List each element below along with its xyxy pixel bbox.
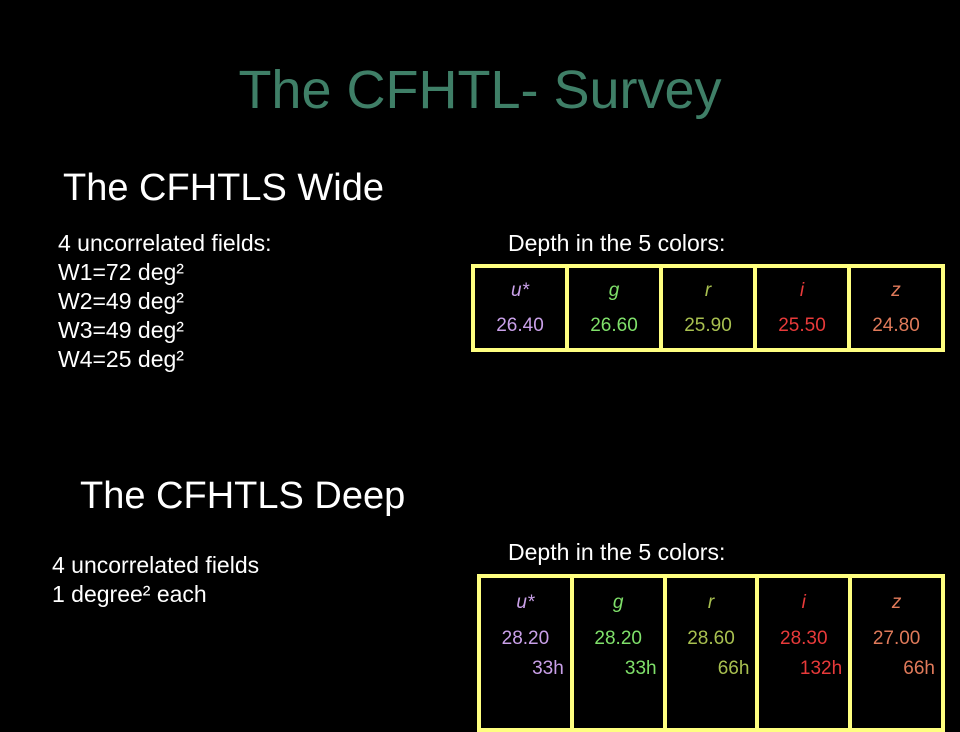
deep-depth-table: u* 28.20 33h g 28.20 33h r 28.60 66h i 2…: [477, 574, 945, 732]
band-depth: 26.60: [590, 315, 638, 336]
band-label: r: [704, 280, 712, 301]
band-depth: 28.20: [594, 628, 642, 649]
wide-band-z: z 24.80: [847, 264, 945, 352]
band-exposure-time: 33h: [624, 658, 657, 679]
band-label: z: [891, 280, 901, 301]
wide-band-g: g 26.60: [565, 264, 663, 352]
band-label: u*: [511, 280, 529, 301]
band-exposure-time: 132h: [799, 658, 843, 679]
deep-band-z: z 27.00 66h: [848, 574, 945, 732]
deep-fields-line1: 4 uncorrelated fields: [52, 552, 260, 578]
wide-fields-block: 4 uncorrelated fields: W1=72 deg² W2=49 …: [58, 229, 272, 374]
deep-fields-block: 4 uncorrelated fields 1 degree² each: [52, 551, 259, 609]
band-depth: 28.20: [501, 628, 550, 649]
wide-heading: The CFHTLS Wide: [63, 167, 384, 209]
wide-depth-table: u* 26.40 g 26.60 r 25.90 i 25.50 z 24.80: [471, 264, 945, 352]
deep-band-u: u* 28.20 33h: [477, 574, 574, 732]
wide-field-w1: W1=72 deg²: [58, 259, 184, 285]
deep-band-r: r 28.60 66h: [662, 574, 760, 732]
wide-band-i: i 25.50: [753, 264, 851, 352]
wide-fields-label: 4 uncorrelated fields:: [58, 230, 272, 256]
deep-band-i: i 28.30 132h: [755, 574, 853, 732]
band-label: i: [799, 280, 805, 301]
band-depth: 25.90: [684, 315, 732, 336]
band-label: g: [608, 280, 620, 301]
band-depth: 27.00: [872, 628, 921, 649]
band-exposure-time: 33h: [532, 658, 564, 679]
deep-heading: The CFHTLS Deep: [80, 475, 406, 517]
band-exposure-time: 66h: [717, 658, 750, 679]
band-label: r: [707, 592, 715, 613]
wide-depth-label: Depth in the 5 colors:: [508, 230, 726, 256]
deep-depth-label: Depth in the 5 colors:: [508, 539, 726, 565]
wide-band-r: r 25.90: [659, 264, 757, 352]
band-label: g: [612, 592, 624, 613]
band-depth: 24.80: [872, 315, 920, 336]
deep-depth-row: u* 28.20 33h g 28.20 33h r 28.60 66h i 2…: [477, 574, 945, 732]
wide-band-u: u* 26.40: [471, 264, 569, 352]
band-label: z: [891, 592, 902, 613]
wide-field-w4: W4=25 deg²: [58, 346, 184, 372]
slide-title: The CFHTL- Survey: [238, 60, 722, 120]
band-depth: 28.30: [780, 628, 828, 649]
band-exposure-time: 66h: [903, 658, 935, 679]
band-depth: 25.50: [778, 315, 826, 336]
band-label: u*: [516, 592, 535, 613]
deep-fields-line2: 1 degree² each: [52, 581, 207, 607]
deep-band-g: g 28.20 33h: [569, 574, 667, 732]
band-depth: 26.40: [496, 315, 544, 336]
wide-field-w2: W2=49 deg²: [58, 288, 184, 314]
band-depth: 28.60: [687, 628, 735, 649]
wide-depth-row: u* 26.40 g 26.60 r 25.90 i 25.50 z 24.80: [471, 264, 945, 352]
band-label: i: [801, 592, 806, 613]
wide-field-w3: W3=49 deg²: [58, 317, 184, 343]
